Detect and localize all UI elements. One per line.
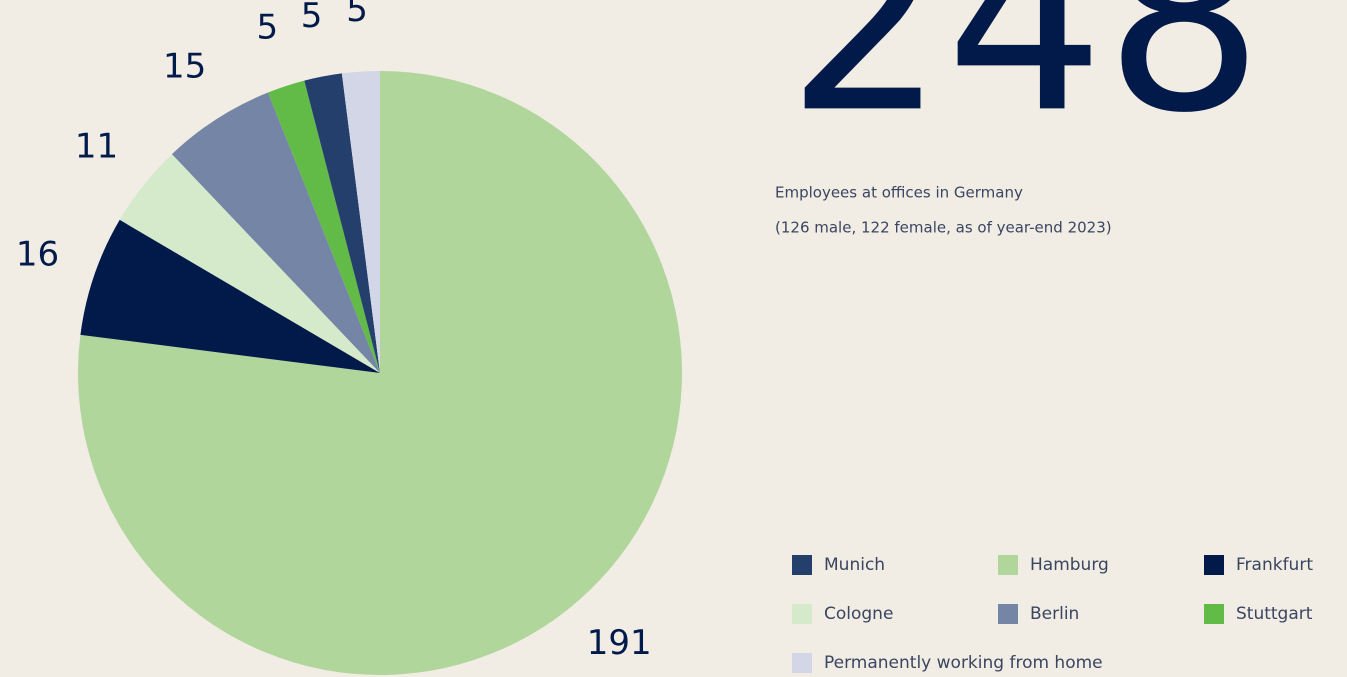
legend-label: Munich [824,555,885,575]
legend-swatch [1204,555,1224,575]
data-label: 16 [16,234,59,274]
legend-label: Berlin [1030,604,1079,624]
data-label: 15 [163,47,206,87]
legend-label: Stuttgart [1236,604,1313,624]
legend-swatch [998,604,1018,624]
legend-swatch [792,653,812,673]
data-label: 5 [256,8,278,48]
pie-slice [267,80,380,373]
legend-label: Frankfurt [1236,555,1313,575]
pie-slice [171,92,380,374]
data-label: 11 [75,126,118,166]
data-label: 5 [346,0,368,30]
legend-swatch [998,555,1018,575]
pie-slice [341,71,380,373]
pie-slice [304,73,380,374]
data-label: 5 [301,0,323,36]
legend-swatch [1204,604,1224,624]
subtitle: (126 male, 122 female, as of year-end 20… [775,219,1112,237]
data-label: 191 [587,623,652,663]
legend-swatch [792,555,812,575]
legend-swatch [792,604,812,624]
subtitle: Employees at offices in Germany [775,184,1023,202]
pie-slice [119,154,380,373]
legend-label: Hamburg [1030,555,1109,575]
legend-label: Cologne [824,604,893,624]
pie-slice [80,219,381,373]
legend-label: Permanently working from home [824,653,1103,673]
headline-number: 248 [786,0,1263,167]
